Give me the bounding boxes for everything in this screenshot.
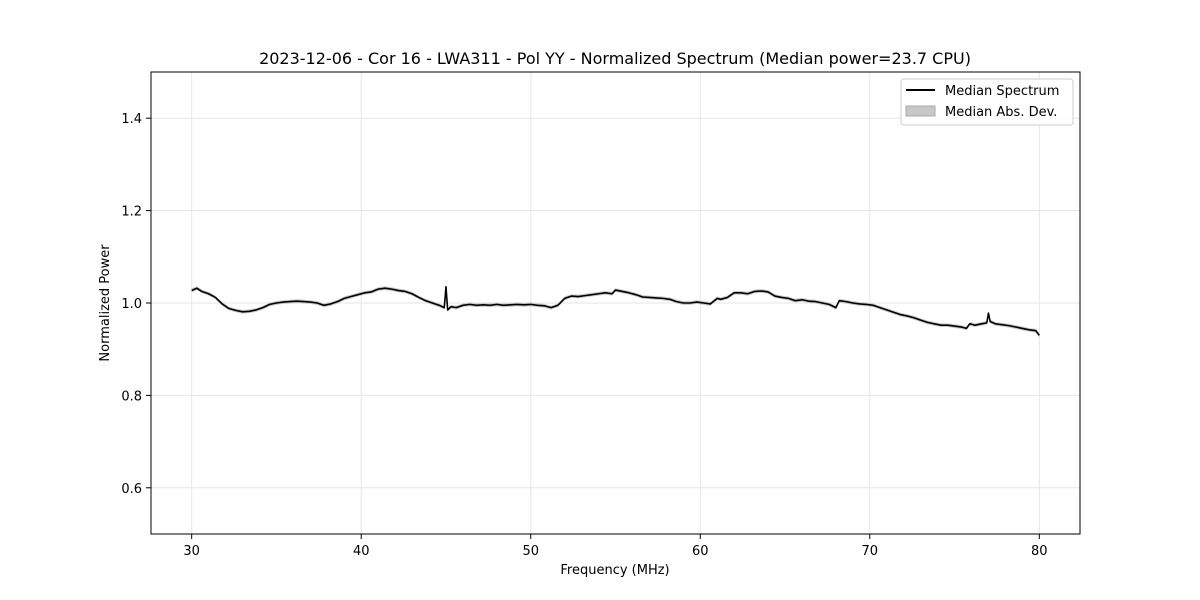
legend-label-median-spectrum: Median Spectrum (945, 84, 1059, 99)
median-spectrum-series (191, 286, 1040, 336)
legend: Median Spectrum Median Abs. Dev. (900, 78, 1074, 126)
y-tick-label: 0.8 (121, 389, 142, 404)
x-axis-label: Frequency (MHz) (560, 563, 669, 578)
x-tick-label: 40 (353, 544, 370, 559)
legend-label-median-abs-dev: Median Abs. Dev. (945, 105, 1057, 120)
legend-band-swatch (905, 105, 936, 117)
median-spectrum-line (191, 286, 1040, 336)
grid-lines (151, 72, 1080, 534)
chart-title: 2023-12-06 - Cor 16 - LWA311 - Pol YY - … (259, 49, 971, 68)
legend-box (900, 78, 1074, 126)
y-tick-label: 1.0 (121, 297, 142, 312)
y-axis-label: Normalized Power (98, 244, 113, 362)
x-axis: 30 40 50 60 70 80 (183, 534, 1048, 559)
x-tick-label: 70 (862, 544, 879, 559)
x-tick-label: 60 (692, 544, 709, 559)
y-tick-label: 1.4 (121, 112, 142, 127)
x-tick-label: 30 (183, 544, 200, 559)
y-tick-label: 1.2 (121, 205, 142, 220)
y-tick-label: 0.6 (121, 482, 142, 497)
x-tick-label: 50 (522, 544, 539, 559)
y-axis: 0.6 0.8 1.0 1.2 1.4 (121, 112, 151, 497)
x-tick-label: 80 (1031, 544, 1048, 559)
